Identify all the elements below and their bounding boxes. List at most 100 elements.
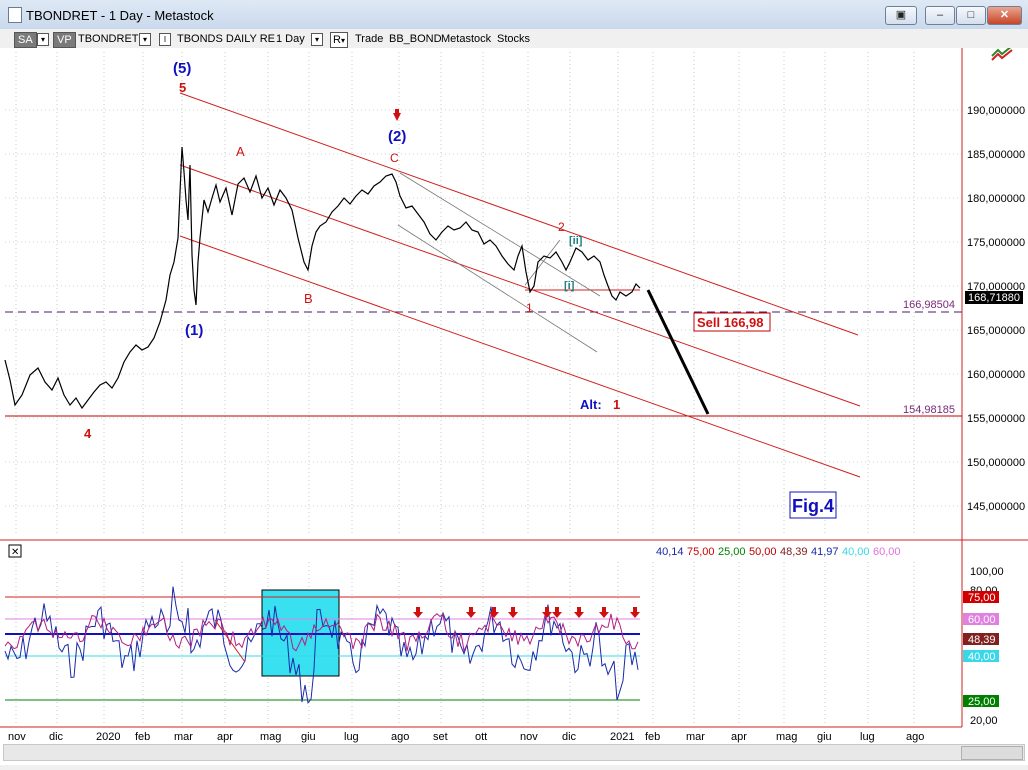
chart-toolbar: SA ▾ VP TBONDRET ▾ I TBONDS DAILY RE 1 D… — [0, 29, 1028, 48]
sa-dropdown[interactable]: ▾ — [37, 32, 49, 46]
wave-label-1-blue: (1) — [185, 322, 203, 339]
indicator-badge — [963, 695, 999, 707]
x-tick-label: ago — [391, 731, 409, 743]
indicator-badges: 75,00 60,00 48,39 40,00 25,00 — [963, 591, 999, 708]
chart-area[interactable]: (5) 5 (1) (2) A B C 4 2 1 [ii] [i] Alt: … — [0, 45, 1028, 765]
trade-chart-icon[interactable] — [991, 45, 1013, 61]
horizontal-scrollbar[interactable] — [3, 744, 1025, 761]
document-icon — [8, 7, 22, 23]
downtrend-channel — [179, 92, 861, 478]
r-button[interactable]: R▾ — [330, 32, 348, 48]
price-tick-label: 145,000000 — [967, 501, 1025, 513]
channel-lower-line — [179, 235, 861, 478]
price-tick-label: 180,000000 — [967, 193, 1025, 205]
down-arrow-icon — [393, 109, 401, 121]
close-icon[interactable]: ✕ — [11, 547, 19, 558]
indicator-badge-label: 48,39 — [968, 634, 996, 646]
level-value-upper: 166,98504 — [903, 299, 955, 311]
legend-value: 41,97 — [811, 546, 839, 558]
indicator-tick-label: 20,00 — [970, 715, 998, 727]
close-button[interactable]: ✕ — [987, 6, 1022, 25]
indicator-line-fast — [4, 586, 639, 704]
legend-value: 40,00 — [842, 546, 870, 558]
last-price-badge — [965, 291, 1023, 304]
x-tick-label: 2020 — [96, 731, 120, 743]
minimize-button[interactable]: – — [925, 6, 955, 25]
indicator-trendline — [214, 619, 246, 663]
down-arrow-icon — [466, 607, 476, 618]
wave-label-5-red: 5 — [179, 80, 186, 95]
down-arrow-icon — [599, 607, 609, 618]
level-value-lower: 154,98185 — [903, 404, 955, 416]
x-tick-label: set — [433, 731, 448, 743]
legend-value: 48,39 — [780, 546, 808, 558]
category-label: Stocks — [497, 33, 531, 45]
wave-label-b: B — [304, 291, 313, 306]
source-label: BB_BOND — [389, 33, 442, 45]
price-tick-label: 170,000000 — [967, 281, 1025, 293]
chart-svg[interactable]: (5) 5 (1) (2) A B C 4 2 1 [ii] [i] Alt: … — [0, 45, 1028, 765]
maximize-button[interactable]: □ — [956, 6, 986, 25]
window-title: TBONDRET - 1 Day - Metastock — [26, 8, 214, 23]
wave-label-i: [i] — [564, 280, 575, 292]
x-tick-label: ott — [475, 731, 487, 743]
period-dropdown[interactable]: ▾ — [311, 32, 323, 46]
price-tick-label: 190,000000 — [967, 105, 1025, 117]
vp-button[interactable]: VP — [53, 32, 76, 48]
indicator-badge-label: 25,00 — [968, 696, 996, 708]
description-label: TBONDS DAILY RE — [177, 33, 276, 45]
x-tick-label: lug — [344, 731, 359, 743]
indicator-badge — [963, 650, 999, 662]
chevron-down-icon: ▾ — [311, 33, 323, 46]
gray-trendline-2 — [397, 224, 598, 353]
x-tick-label: nov — [8, 731, 26, 743]
wave-label-2-blue: (2) — [388, 128, 406, 145]
symbol-label: TBONDRET — [78, 33, 139, 45]
indicator-badge-label: 40,00 — [968, 651, 996, 663]
price-tick-label: 165,000000 — [967, 325, 1025, 337]
indicator-toggle-box[interactable] — [8, 544, 22, 558]
x-tick-label: dic — [562, 731, 577, 743]
last-price-value: 168,71880 — [968, 292, 1020, 304]
alt-number: 1 — [613, 397, 620, 412]
down-arrow-icon — [508, 607, 518, 618]
indicator-badge — [963, 633, 999, 645]
legend-value: 75,00 — [687, 546, 715, 558]
price-tick-label: 160,000000 — [967, 369, 1025, 381]
down-arrow-icon — [552, 607, 562, 618]
scrollbar-thumb[interactable] — [961, 746, 1023, 760]
x-tick-label: ago — [906, 731, 924, 743]
indicator-legend: 40,14 75,00 25,00 50,00 48,39 41,97 40,00 60,00 — [656, 546, 901, 558]
price-line — [4, 146, 641, 410]
channel-upper-line — [179, 92, 859, 336]
sa-button[interactable]: SA — [14, 32, 37, 48]
down-arrow-icon — [542, 607, 552, 618]
down-arrow-icon — [489, 607, 499, 618]
down-arrow-icon — [413, 607, 423, 618]
description-marker: I — [159, 32, 171, 46]
x-tick-label: nov — [520, 731, 538, 743]
chevron-down-icon: ▾ — [139, 33, 151, 46]
x-tick-label: lug — [860, 731, 875, 743]
indicator-badge — [963, 613, 999, 625]
x-tick-label: apr — [217, 731, 233, 743]
down-arrow-icon — [630, 607, 640, 618]
price-tick-label: 185,000000 — [967, 149, 1025, 161]
wave-label-1-red: 1 — [526, 301, 533, 315]
wave-label-2-red: 2 — [558, 220, 565, 234]
x-tick-label: dic — [49, 731, 64, 743]
legend-value: 50,00 — [749, 546, 777, 558]
trade-label[interactable]: Trade — [355, 33, 384, 45]
x-tick-label: 2021 — [610, 731, 634, 743]
chevron-down-icon: ▾ — [37, 33, 49, 46]
x-tick-label: apr — [731, 731, 747, 743]
symbol-dropdown[interactable]: ▾ — [139, 32, 151, 46]
sell-box — [693, 312, 771, 332]
indicator-vertical-grid — [15, 562, 915, 725]
wave-label-ii: [ii] — [569, 235, 583, 247]
x-tick-label: giu — [817, 731, 832, 743]
price-axis: 190,000000 185,000000 180,000000 175,000000… — [967, 105, 1025, 513]
indicator-signal-arrows — [413, 607, 640, 618]
restore-button[interactable]: ▣ — [885, 6, 917, 25]
window-titlebar: TBONDRET - 1 Day - Metastock ▣ – □ ✕ — [0, 0, 1028, 30]
